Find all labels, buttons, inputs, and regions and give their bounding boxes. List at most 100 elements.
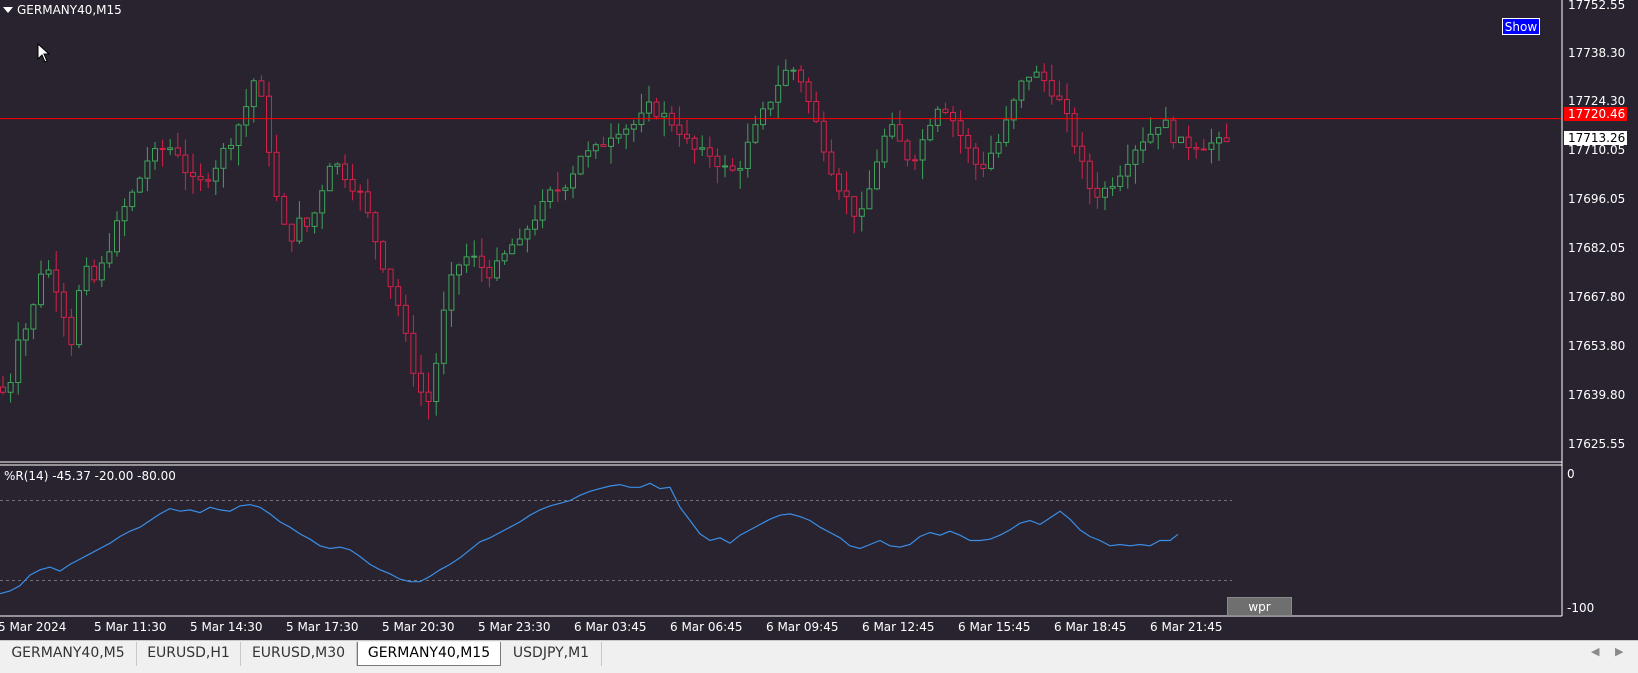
bull-candle [790, 69, 797, 72]
bear-candle [425, 391, 432, 402]
bear-candle [1193, 147, 1200, 150]
bull-candle [889, 124, 896, 137]
bear-candle [258, 80, 265, 97]
bull-candle [509, 244, 516, 255]
bull-candle [927, 124, 934, 141]
bear-candle [342, 163, 348, 181]
bear-candle [706, 147, 713, 157]
bear-candle [1056, 95, 1063, 101]
bull-candle [874, 161, 880, 190]
show-button[interactable]: Show [1502, 18, 1540, 35]
bear-candle [372, 212, 379, 243]
bull-candle [661, 112, 668, 118]
bear-candle [1086, 160, 1093, 189]
bull-candle [866, 188, 873, 210]
bull-candle [319, 190, 326, 214]
price-tick: 17667.80 [1568, 290, 1626, 304]
bear-candle [554, 189, 561, 192]
bull-candle [38, 273, 44, 306]
bull-candle [1018, 80, 1025, 101]
bear-candle [387, 268, 394, 288]
bear-candle [957, 120, 964, 136]
bull-candle [1010, 99, 1017, 121]
bull-candle [585, 150, 592, 157]
price-tick: 17639.80 [1568, 388, 1626, 402]
bear-candle [288, 223, 295, 242]
bull-candle [1155, 127, 1162, 135]
bull-candle [15, 339, 22, 384]
time-tick: 6 Mar 06:45 [670, 620, 743, 634]
bull-candle [516, 238, 523, 246]
time-tick: 6 Mar 21:45 [1150, 620, 1223, 634]
bull-candle [630, 124, 637, 130]
bear-candle [896, 124, 903, 142]
bear-candle [364, 191, 371, 214]
bull-candle [775, 84, 782, 103]
bear-candle [281, 195, 288, 225]
bear-candle [1048, 80, 1055, 97]
bear-candle [1200, 148, 1207, 151]
bear-candle [1071, 113, 1078, 147]
bull-candle [760, 108, 766, 126]
tab-eurusd-m30[interactable]: EURUSD,M30 [241, 642, 357, 666]
bull-candle [1147, 133, 1154, 143]
tab-usdjpy-m1[interactable]: USDJPY,M1 [501, 642, 602, 666]
bull-candle [494, 260, 500, 279]
bear-candle [843, 190, 850, 198]
chart-symbol-title: GERMANY40,M15 [17, 3, 122, 17]
bull-candle [767, 101, 774, 110]
price-tick: 17682.05 [1568, 241, 1626, 255]
bear-candle [714, 155, 721, 168]
bull-candle [722, 165, 728, 168]
time-tick: 6 Mar 15:45 [958, 620, 1031, 634]
time-tick: 6 Mar 12:45 [862, 620, 935, 634]
bull-candle [121, 206, 128, 222]
bull-candle [562, 187, 569, 191]
bull-candle [1208, 142, 1215, 150]
bull-candle [7, 382, 14, 393]
chevron-down-icon[interactable] [3, 7, 13, 13]
time-tick: 5 Mar 17:30 [286, 620, 359, 634]
price-tick: 17752.55 [1568, 0, 1626, 12]
bull-candle [782, 69, 789, 86]
bull-candle [1216, 137, 1222, 144]
price-tick: 17710.05 [1568, 143, 1626, 157]
scroll-left-icon[interactable]: ◀ [1591, 645, 1600, 658]
bull-candle [144, 160, 151, 179]
bull-candle [524, 228, 531, 240]
bear-candle [912, 159, 918, 162]
tab-germany40-m15[interactable]: GERMANY40,M15 [357, 642, 501, 666]
bear-candle [418, 372, 424, 393]
bear-candle [380, 241, 386, 270]
bull-candle [1132, 149, 1139, 165]
bull-candle [646, 101, 652, 114]
bull-candle [98, 262, 105, 281]
bull-candle [448, 274, 455, 311]
price-tick: 17724.30 [1568, 94, 1626, 108]
bear-candle [691, 137, 698, 150]
chart-canvas[interactable] [0, 0, 1638, 640]
time-tick: 5 Mar 23:30 [478, 620, 551, 634]
bear-candle [410, 332, 417, 374]
bear-candle [182, 154, 189, 174]
bear-candle [653, 101, 660, 118]
bid-price-tag: 17720.46 [1564, 107, 1627, 121]
bull-candle [326, 165, 333, 192]
bull-candle [433, 362, 440, 402]
wpr-button[interactable]: wpr [1227, 597, 1292, 616]
bear-candle [904, 140, 911, 161]
time-tick: 5 Mar 20:30 [382, 620, 455, 634]
bear-candle [1041, 71, 1048, 82]
chart-window[interactable]: GERMANY40,M15 Show 17752.55 17738.30 177… [0, 0, 1638, 640]
bear-candle [965, 134, 972, 149]
bear-candle [304, 217, 310, 227]
tab-eurusd-h1[interactable]: EURUSD,H1 [137, 642, 241, 666]
indicator-level-bottom: -100 [1567, 601, 1595, 615]
scroll-right-icon[interactable]: ▶ [1615, 645, 1624, 658]
bull-candle [471, 255, 478, 258]
bull-candle [1178, 136, 1184, 144]
bull-candle [1162, 119, 1169, 129]
bear-candle [486, 266, 493, 279]
time-tick: 5 Mar 14:30 [190, 620, 263, 634]
tab-germany40-m5[interactable]: GERMANY40,M5 [0, 642, 137, 666]
